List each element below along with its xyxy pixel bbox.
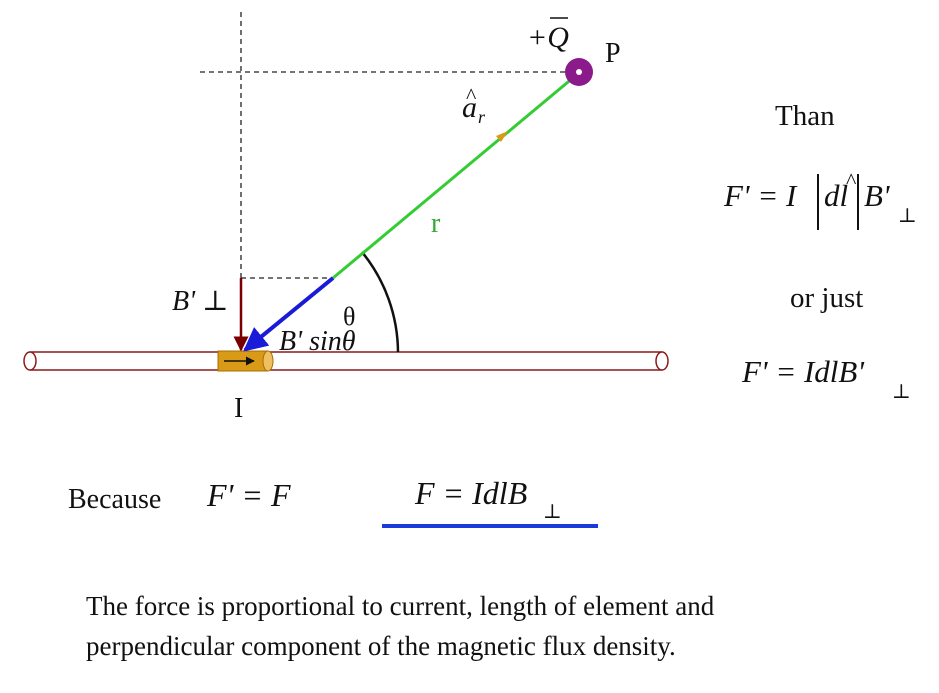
equation-right-sub: ⊥ <box>543 501 562 523</box>
because-label: Because <box>68 484 161 515</box>
equation-right: F = IdlB ⊥ <box>414 475 562 523</box>
equation-right-main: F = IdlB <box>414 475 527 511</box>
formula-2-sub: ⊥ <box>892 381 911 403</box>
b-perp-label: B' ⊥ <box>172 286 228 317</box>
b-component-label: B' sinθ <box>279 326 356 357</box>
point-label: P <box>605 38 621 69</box>
formula-1-rhs: B' <box>864 178 891 213</box>
unit-vector-arrowhead <box>496 131 508 142</box>
equation-left: F' = F <box>206 477 291 513</box>
formula-1-hat: ^ <box>846 168 857 193</box>
angle-label: θ <box>343 302 355 331</box>
unit-vector-hat: ^ <box>466 83 477 108</box>
formula-1-sub: ⊥ <box>898 205 917 227</box>
charge-point <box>565 58 593 86</box>
current-element <box>217 350 274 372</box>
distance-label: r <box>431 208 441 239</box>
angle-arc <box>361 251 400 353</box>
charge-label: +Q <box>527 21 569 54</box>
caption: The force is proportional to current, le… <box>86 586 886 666</box>
formula-1-mid: dl <box>824 178 848 213</box>
or-just-label: or just <box>790 282 863 314</box>
caption-line-2: perpendicular component of the magnetic … <box>86 631 676 661</box>
formula-1: F' = I dl ^ B' ⊥ <box>723 168 917 230</box>
current-label: I <box>234 393 243 424</box>
formula-2-main: F' = IdlB' <box>741 354 865 389</box>
formula-2: F' = IdlB' ⊥ <box>741 354 911 403</box>
formula-1-lhs: F' = I <box>723 178 798 213</box>
current-wire <box>23 351 669 371</box>
b-component-arrow <box>243 276 335 352</box>
than-label: Than <box>775 100 835 132</box>
caption-line-1: The force is proportional to current, le… <box>86 591 715 621</box>
r-line <box>332 70 581 280</box>
unit-vector-symbol: a <box>462 91 477 124</box>
unit-vector-label: a ^ r <box>462 83 486 127</box>
unit-vector-subscript: r <box>478 107 486 127</box>
